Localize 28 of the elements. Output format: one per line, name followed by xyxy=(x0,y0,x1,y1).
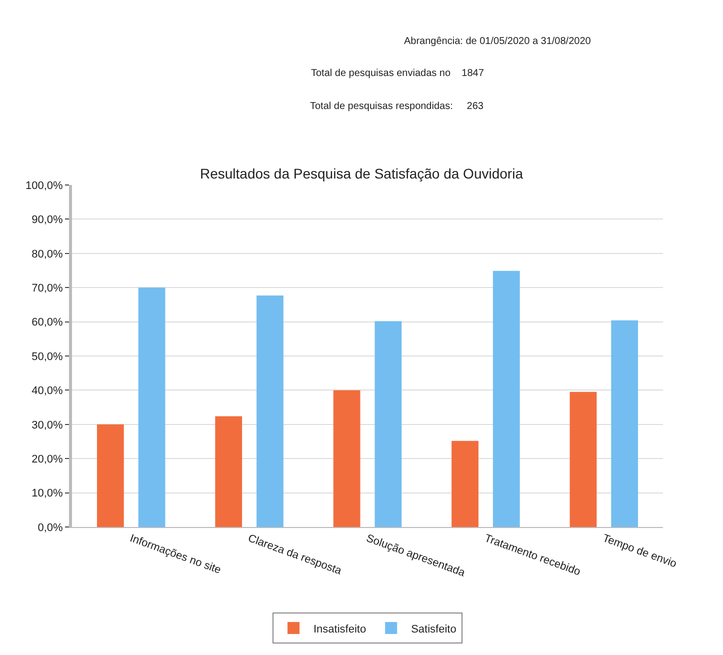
y-tick-label: 70,0% xyxy=(32,282,64,294)
bar xyxy=(492,270,520,527)
bar xyxy=(611,320,638,527)
bar xyxy=(333,390,360,527)
bar xyxy=(96,424,124,527)
y-tick-label: 80,0% xyxy=(32,248,64,260)
text: Total de pesquisas respondidas: 263 xyxy=(310,101,484,112)
y-tick-label: 50,0% xyxy=(32,350,64,363)
chart-title: Resultados da Pesquisa de Satisfação da Ouvidoria xyxy=(200,165,524,182)
legend-label: Satisfeito xyxy=(411,623,456,636)
bar xyxy=(138,288,166,527)
y-tick-label: 0,0% xyxy=(38,522,64,534)
y-tick-label: 30,0% xyxy=(32,419,64,432)
text: Total de pesquisas enviadas no 1847 xyxy=(311,68,484,79)
y-tick-label: 20,0% xyxy=(32,453,64,466)
y-tick-label: 100,0% xyxy=(25,180,64,192)
text: Abrangência: de 01/05/2020 a 31/08/2020 xyxy=(404,36,592,47)
y-tick-label: 90,0% xyxy=(32,214,64,226)
bar xyxy=(374,321,402,527)
bar xyxy=(452,440,478,527)
legend-label: Insatisfeito xyxy=(314,623,366,636)
bar xyxy=(570,392,597,527)
bar xyxy=(256,295,284,527)
x-tick-label: Tempo de envio xyxy=(600,532,678,570)
y-tick-label: 10,0% xyxy=(32,488,64,500)
bar xyxy=(215,416,242,527)
y-tick-label: 40,0% xyxy=(32,385,64,398)
y-tick-label: 60,0% xyxy=(32,316,64,329)
